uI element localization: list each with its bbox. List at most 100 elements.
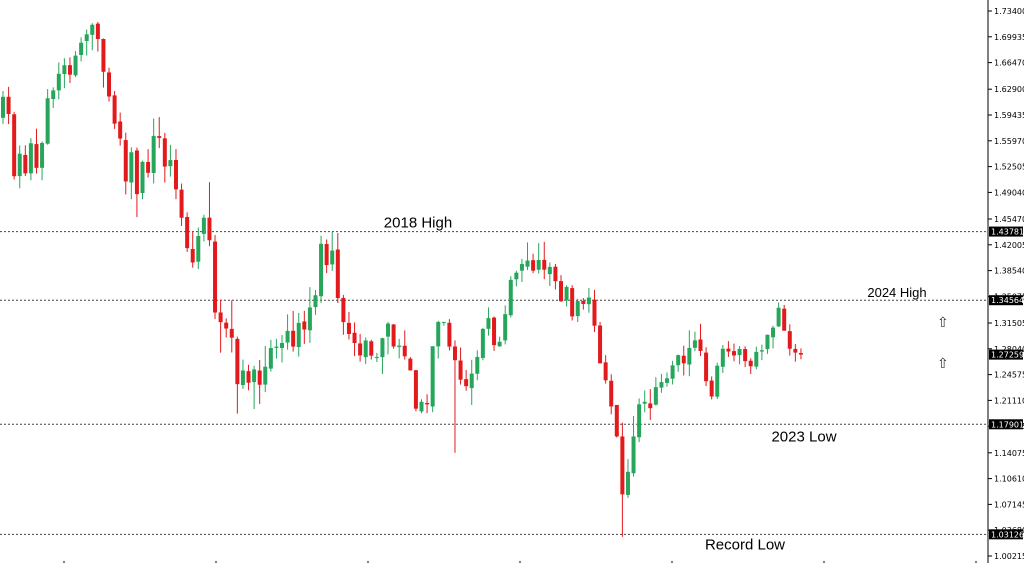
bearish-candle — [559, 275, 563, 302]
bullish-candle — [771, 325, 776, 349]
candle-body — [625, 471, 630, 495]
bearish-candle — [452, 340, 457, 453]
bearish-candle — [6, 86, 11, 125]
candle-body — [497, 341, 502, 347]
candle-body — [173, 159, 178, 190]
candle-body — [536, 260, 541, 270]
candle-body — [441, 321, 446, 323]
bullish-candle — [79, 37, 84, 62]
candle-body — [84, 34, 89, 42]
bearish-candle — [570, 285, 575, 321]
candle-body — [101, 39, 106, 72]
candle-body — [363, 340, 368, 358]
bullish-candle — [45, 89, 50, 145]
bullish-candle — [676, 354, 681, 372]
bullish-candle — [670, 360, 675, 385]
bearish-candle — [531, 253, 536, 274]
candle-body — [23, 154, 28, 174]
bullish-candle — [296, 312, 301, 357]
bearish-candle — [609, 374, 614, 415]
bullish-candle — [436, 320, 441, 359]
candle-body — [603, 362, 608, 381]
price-tick-label: 1.45470 — [994, 215, 1024, 224]
candle-body — [492, 317, 497, 346]
candle-body — [67, 65, 72, 75]
bullish-candle — [586, 287, 591, 313]
bullish-candle — [307, 287, 312, 343]
bearish-candle — [213, 235, 218, 320]
bullish-candle — [268, 339, 273, 372]
candle-body — [564, 286, 569, 301]
bullish-candle — [380, 337, 385, 375]
bearish-candle — [173, 149, 178, 200]
candle-body — [586, 297, 591, 305]
bearish-candle — [726, 341, 731, 357]
candle-body — [687, 347, 692, 365]
bullish-candle — [397, 338, 402, 359]
candle-body — [28, 143, 33, 174]
candle-body — [542, 259, 547, 270]
candle-body — [731, 351, 736, 356]
candle-body — [296, 322, 301, 348]
level-label: 1.17901 — [991, 420, 1024, 429]
candle-body — [391, 324, 396, 347]
level-lines — [0, 231, 988, 535]
candle-body — [765, 334, 770, 350]
level-labels: 1.43781 1.34564 1.17901 1.03126 1.27259 — [989, 226, 1024, 540]
bearish-candle — [190, 230, 195, 268]
bearish-candle — [553, 263, 558, 290]
bullish-candle — [508, 276, 513, 318]
price-tick-label: 1.38540 — [994, 267, 1024, 276]
price-tick-label: 1.55970 — [994, 137, 1024, 146]
bullish-candle — [486, 307, 491, 336]
candle-body — [56, 73, 61, 91]
candle-body — [280, 342, 284, 348]
candle-body — [330, 250, 335, 265]
candle-body — [787, 331, 792, 349]
level-label: 1.03126 — [991, 530, 1024, 539]
bearish-candle — [798, 348, 803, 360]
price-tick-label: 1.42005 — [994, 241, 1024, 250]
price-tick-label: 1.21110 — [994, 396, 1024, 405]
candle-body — [207, 217, 212, 241]
bullish-candle — [140, 160, 145, 200]
price-tick-label: 1.62900 — [994, 85, 1024, 94]
candle-body — [229, 328, 234, 338]
candle-body — [146, 161, 151, 173]
candle-body — [1, 96, 5, 118]
bearish-candle — [681, 345, 686, 376]
bearish-candle — [324, 239, 329, 274]
bullish-candle — [56, 62, 61, 100]
candle-body — [653, 387, 658, 405]
bearish-candle — [157, 117, 162, 149]
candle-body — [798, 353, 803, 355]
bearish-candle — [346, 311, 351, 340]
bullish-candle — [625, 459, 630, 498]
bullish-candle — [687, 330, 692, 377]
price-tick-label: 1.49040 — [994, 188, 1024, 197]
bullish-candle — [73, 51, 78, 78]
price-tick-label: 1.66470 — [994, 59, 1024, 68]
candle-body — [335, 249, 340, 299]
bullish-candle — [263, 345, 268, 393]
candle-body — [291, 330, 296, 347]
annotation-label: Record Low — [705, 536, 785, 553]
bullish-candle — [274, 338, 279, 359]
candle-body — [307, 307, 312, 331]
bearish-candle — [67, 57, 72, 84]
candle-body — [397, 345, 402, 348]
bearish-candle — [458, 347, 463, 385]
candle-body — [313, 295, 318, 308]
candle-body — [246, 371, 251, 383]
bullish-candle — [280, 335, 284, 363]
candle-body — [129, 152, 134, 183]
candle-body — [157, 136, 162, 138]
bearish-candle — [598, 321, 603, 364]
up-arrow-icon: ⇧ — [937, 356, 949, 372]
bullish-candle — [28, 138, 33, 181]
bullish-candle — [737, 346, 742, 365]
candle-body — [51, 90, 56, 100]
candle-body — [196, 235, 201, 262]
candle-body — [118, 121, 123, 139]
